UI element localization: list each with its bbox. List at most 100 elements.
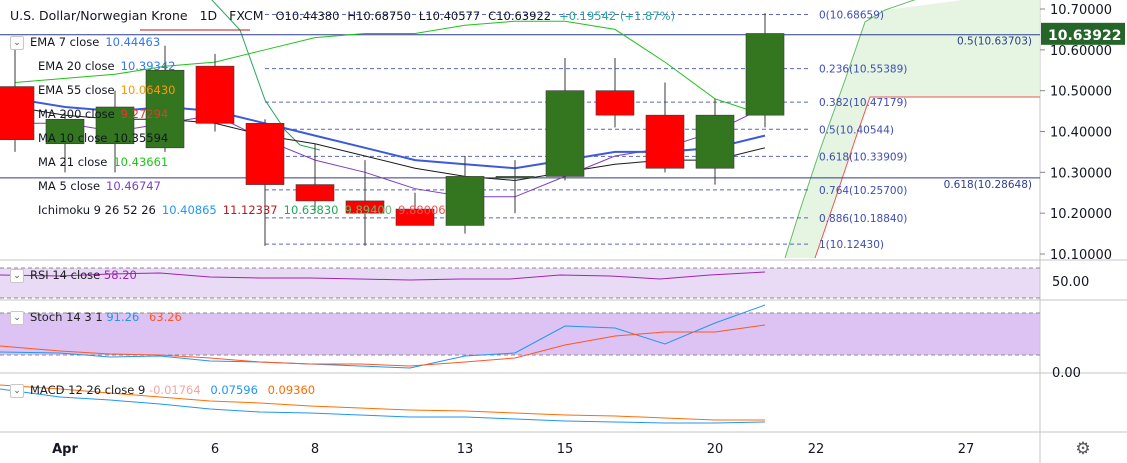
current-price-badge [1041, 22, 1125, 45]
chevron-down-icon[interactable]: ⌄ [10, 268, 24, 283]
stoch-name: Stoch 14 3 1 [30, 310, 103, 324]
interval[interactable]: 1D [199, 8, 218, 23]
legend-row[interactable]: Ichimoku 9 26 52 26 10.40865 11.12337 10.63… [38, 201, 452, 219]
legend-name: MA 10 close [38, 131, 108, 145]
macd-value: 0.07596 [210, 383, 258, 397]
candle-body [745, 33, 785, 116]
time-tick-label: 13 [457, 442, 474, 457]
fib-level-label: 0.382(10.47179) [819, 97, 907, 109]
candle-body [245, 123, 285, 185]
legend-row[interactable]: MA 10 close 10.35594 [38, 129, 174, 147]
legend-row[interactable]: MA 200 close 9.27294 [38, 105, 174, 123]
price-tick-label: 10.30000 [1050, 166, 1112, 181]
legend-value: 10.44463 [105, 35, 161, 49]
current-price-label: 10.63922 [1048, 28, 1122, 44]
price-tick-label: 10.20000 [1050, 207, 1112, 222]
change-value: +0.19542 (+1.87%) [559, 9, 676, 23]
moving-averages [14, 20, 766, 198]
stoch-legend[interactable]: ⌄ Stoch 14 3 1 91.26 63.26 [10, 308, 188, 326]
legend-name: EMA 20 close [38, 59, 115, 73]
candle-body [445, 176, 485, 226]
stoch-band [0, 313, 1040, 355]
horizontal-line-label: 0.618(10.28648) [944, 179, 1032, 191]
legend-value: 10.43661 [113, 155, 169, 169]
legend-row[interactable]: MA 21 close 10.43661 [38, 153, 174, 171]
candles [0, 13, 785, 246]
candle-body [695, 114, 735, 169]
chevron-down-icon[interactable]: ⌄ [10, 310, 24, 325]
fib-level-label: 0.618(10.33909) [819, 151, 907, 163]
high-value: H10.68750 [347, 9, 411, 23]
rsi-legend[interactable]: ⌄ RSI 14 close 58.20 [10, 266, 143, 284]
macd-signal-value: 0.09360 [267, 383, 316, 397]
candle-body [295, 184, 335, 202]
stoch-d-line [0, 324, 766, 367]
legend-name: MA 5 close [38, 179, 101, 193]
candle-body [345, 200, 385, 214]
legend-name: EMA 7 close [30, 35, 100, 49]
candle-body [195, 65, 235, 124]
time-tick-label: 22 [808, 442, 825, 457]
macd-hist-value: -0.01764 [148, 383, 201, 397]
ichimoku-span-b [814, 96, 1040, 259]
time-tick-label: 6 [211, 442, 219, 457]
open-value: O10.44380 [275, 9, 340, 23]
data-source: FXCM [229, 8, 264, 23]
legend-value: 10.39342 [120, 59, 176, 73]
price-axis[interactable]: 10.70000 10.60000 10.50000 10.40000 10.30000… [1040, 3, 1125, 381]
ma-line [14, 20, 766, 116]
time-tick-label: 8 [311, 442, 319, 457]
legend-value: 9.89400 [344, 203, 393, 217]
legend-value: 11.12337 [222, 203, 278, 217]
legend-name: EMA 55 close [38, 83, 115, 97]
time-tick-label: 27 [958, 442, 975, 457]
legend-name: MA 200 close [38, 107, 115, 121]
legend-value: 9.88006 [398, 203, 446, 217]
stoch-d-value: 63.26 [148, 310, 182, 324]
ichimoku-span-a [784, 0, 916, 259]
price-tick-label: 10.10000 [1050, 248, 1112, 263]
macd-line [0, 388, 766, 424]
legend-value: 10.06430 [120, 83, 176, 97]
rsi-line [0, 271, 766, 281]
legend-name: Ichimoku 9 26 52 26 [38, 203, 156, 217]
fibonacci-retracement[interactable]: 0(10.68659) 0.236(10.55389) 0.382(10.47179… [265, 9, 907, 251]
ichimoku-cloud [785, 0, 1040, 258]
low-value: L10.40577 [418, 9, 481, 23]
ma-line [14, 106, 766, 182]
legend-value: 10.46747 [106, 179, 161, 193]
candle-body [545, 90, 585, 177]
legend-row[interactable]: ⌄ EMA 7 close 10.44463 [10, 33, 166, 51]
symbol-header: U.S. Dollar/Norwegian Krone 1D FXCM O10.… [10, 8, 675, 23]
symbol-name: U.S. Dollar/Norwegian Krone [10, 8, 188, 23]
ichimoku-lagging-line [211, 0, 321, 151]
rsi-value: 58.20 [103, 268, 137, 282]
legend-row[interactable]: EMA 20 close 10.39342 [38, 57, 182, 75]
chevron-down-icon[interactable]: ⌄ [10, 35, 24, 50]
macd-name: MACD 12 26 close 9 [30, 383, 146, 397]
time-axis[interactable]: Apr 6 8 13 15 20 22 27 [52, 442, 974, 457]
close-value: C10.63922 [488, 9, 552, 23]
stoch-k-line [0, 304, 766, 369]
candle-body [595, 90, 635, 116]
rsi-band [0, 268, 1040, 298]
price-tick-label: 10.40000 [1050, 126, 1112, 141]
fib-level-label: 0.886(10.18840) [819, 213, 907, 225]
horizontal-line-label: 0.5(10.63703) [957, 36, 1032, 48]
candle-body [0, 86, 35, 140]
time-tick-label: Apr [52, 442, 78, 457]
macd-legend[interactable]: ⌄ MACD 12 26 close 9 -0.01764 0.07596 0.0… [10, 381, 321, 399]
rsi-axis-label: 50.00 [1052, 275, 1089, 290]
legend-value: 9.27294 [120, 107, 169, 121]
legend-row[interactable]: EMA 55 close 10.06430 [38, 81, 182, 99]
legend-value: 10.40865 [161, 203, 217, 217]
gear-icon[interactable]: ⚙ [1075, 439, 1091, 459]
price-tick-label: 10.50000 [1050, 85, 1112, 100]
price-tick-label: 10.70000 [1050, 3, 1112, 18]
chevron-down-icon[interactable]: ⌄ [10, 383, 24, 398]
legend-value: 10.63830 [283, 203, 339, 217]
candle-body [645, 114, 685, 169]
candle-body [495, 176, 535, 179]
legend-row[interactable]: MA 5 close 10.46747 [38, 177, 167, 195]
